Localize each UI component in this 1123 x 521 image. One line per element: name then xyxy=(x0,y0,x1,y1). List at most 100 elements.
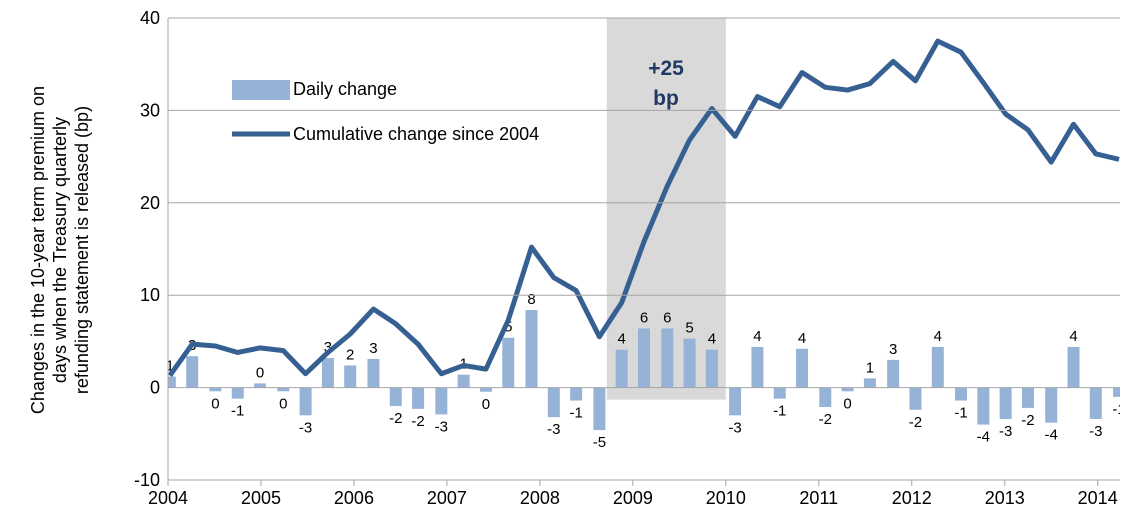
bar xyxy=(231,387,244,399)
data-label: -4 xyxy=(977,429,990,446)
x-tick-label: 2004 xyxy=(148,488,188,508)
bar xyxy=(615,349,628,388)
data-label: -2 xyxy=(411,413,424,430)
data-label: -2 xyxy=(389,410,402,427)
bar xyxy=(909,387,922,410)
data-label: -3 xyxy=(1089,423,1102,440)
x-tick-label: 2014 xyxy=(1078,488,1118,508)
x-tick-label: 2011 xyxy=(799,488,838,508)
data-label: 3 xyxy=(369,340,377,357)
data-label: 5 xyxy=(504,319,512,336)
data-label: 0 xyxy=(256,364,264,381)
bar xyxy=(502,337,515,388)
bar xyxy=(977,387,990,425)
legend-label: Daily change xyxy=(293,79,398,99)
bar xyxy=(841,387,854,392)
data-label: 2 xyxy=(346,346,354,363)
bar xyxy=(819,387,832,408)
data-label: -1 xyxy=(1112,401,1123,418)
bar xyxy=(705,349,718,388)
bar xyxy=(344,365,357,388)
data-label: -3 xyxy=(435,418,448,435)
bar xyxy=(955,387,968,401)
bar xyxy=(525,309,538,388)
bar xyxy=(1089,387,1102,420)
y-tick-label: -10 xyxy=(134,470,160,490)
data-label: -2 xyxy=(1021,412,1034,429)
bar xyxy=(1113,387,1120,397)
bar xyxy=(661,328,674,388)
data-label: -1 xyxy=(231,403,244,420)
x-tick-label: 2013 xyxy=(985,488,1025,508)
bar xyxy=(1021,387,1034,408)
bar xyxy=(683,338,696,388)
y-tick-label: 10 xyxy=(140,285,160,305)
data-label: -3 xyxy=(299,419,312,436)
bar xyxy=(435,387,448,415)
bar xyxy=(457,374,470,388)
bar xyxy=(796,348,809,388)
y-axis-label: Changes in the 10-year term premium on d… xyxy=(28,85,92,415)
y-tick-label: 20 xyxy=(140,193,160,213)
data-label: 4 xyxy=(708,331,716,348)
bar xyxy=(412,387,425,409)
bar xyxy=(277,387,290,392)
data-label: 3 xyxy=(889,341,897,358)
data-label: 4 xyxy=(753,328,761,345)
bar xyxy=(729,387,742,416)
data-label: -1 xyxy=(569,405,582,422)
data-label: -3 xyxy=(999,423,1012,440)
x-tick-label: 2012 xyxy=(892,488,932,508)
data-label: -3 xyxy=(728,419,741,436)
data-label: -5 xyxy=(593,434,606,451)
bar xyxy=(887,359,900,388)
data-label: 1 xyxy=(866,359,874,376)
bar xyxy=(570,387,583,401)
data-label: -4 xyxy=(1045,427,1058,444)
y-tick-label: 30 xyxy=(140,100,160,120)
data-label: 3 xyxy=(324,339,332,356)
bar xyxy=(1067,346,1080,388)
annotation: +25 bp xyxy=(648,57,684,110)
data-label: 0 xyxy=(482,396,490,413)
data-label: -1 xyxy=(773,403,786,420)
data-label: 4 xyxy=(798,330,806,347)
legend-label: Cumulative change since 2004 xyxy=(293,124,540,144)
data-label: 6 xyxy=(640,309,648,326)
bar xyxy=(479,387,492,392)
bar xyxy=(389,387,402,407)
x-tick-label: 2010 xyxy=(706,488,746,508)
bar xyxy=(593,387,606,431)
bar xyxy=(999,387,1012,420)
bar xyxy=(254,383,267,388)
data-label: 6 xyxy=(663,309,671,326)
data-label: -2 xyxy=(909,414,922,431)
x-tick-label: 2009 xyxy=(613,488,653,508)
data-label: 0 xyxy=(211,395,219,412)
bar xyxy=(773,387,786,399)
bar xyxy=(321,358,334,388)
x-tick-label: 2005 xyxy=(241,488,281,508)
x-tick-label: 2006 xyxy=(334,488,374,508)
x-tick-label: 2008 xyxy=(520,488,560,508)
legend-swatch xyxy=(232,80,290,100)
bar xyxy=(638,328,650,388)
bar xyxy=(186,356,199,388)
data-label: -1 xyxy=(954,405,967,422)
bar xyxy=(367,358,380,388)
bar xyxy=(547,387,560,418)
y-tick-label: 40 xyxy=(140,8,160,28)
bar xyxy=(751,346,764,388)
data-label: -3 xyxy=(547,421,560,438)
y-tick-label: 0 xyxy=(150,378,160,398)
data-label: 4 xyxy=(934,328,942,345)
line xyxy=(168,38,1120,378)
data-label: -2 xyxy=(819,411,832,428)
bar xyxy=(1045,387,1058,423)
data-label: 4 xyxy=(618,331,626,348)
x-tick-label: 2007 xyxy=(427,488,467,508)
bar xyxy=(168,376,176,388)
